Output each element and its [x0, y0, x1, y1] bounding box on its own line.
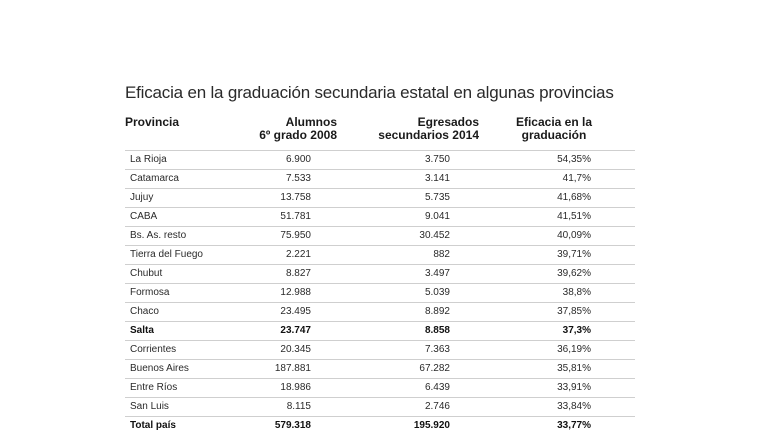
cell-egresados: 67.282 [345, 359, 487, 379]
cell-eficacia: 41,7% [487, 169, 635, 189]
cell-alumnos: 18.986 [235, 378, 345, 398]
cell-alumnos: 2.221 [235, 245, 345, 265]
cell-provincia: Catamarca [125, 169, 235, 189]
cell-eficacia: 40,09% [487, 226, 635, 246]
header-alumnos-line1: Alumnos [285, 115, 337, 129]
cell-egresados: 8.892 [345, 302, 487, 322]
cell-provincia: San Luis [125, 397, 235, 417]
cell-eficacia: 41,68% [487, 188, 635, 208]
header-eficacia-line2: graduación [521, 128, 587, 142]
cell-alumnos: 23.747 [235, 321, 345, 341]
cell-provincia: La Rioja [125, 150, 235, 170]
cell-egresados: 8.858 [345, 321, 487, 341]
table-row: Chaco 23.495 8.892 37,85% [125, 302, 635, 322]
header-eficacia: Eficacia en la graduación [487, 116, 635, 151]
table-row: Buenos Aires 187.881 67.282 35,81% [125, 359, 635, 379]
cell-egresados: 5.735 [345, 188, 487, 208]
cell-eficacia: 33,91% [487, 378, 635, 398]
cell-provincia: Total país [130, 420, 176, 432]
header-alumnos: Alumnos 6º grado 2008 [235, 116, 345, 151]
table-row: Chubut 8.827 3.497 39,62% [125, 264, 635, 284]
cell-provincia: Chaco [125, 302, 235, 322]
cell-egresados: 30.452 [345, 226, 487, 246]
cell-egresados: 3.750 [345, 150, 487, 170]
cell-provincia: Buenos Aires [125, 359, 235, 379]
table-row: La Rioja 6.900 3.750 54,35% [125, 150, 635, 170]
cell-eficacia: 38,8% [487, 283, 635, 303]
cell-provincia: Formosa [125, 283, 235, 303]
cell-eficacia: 35,81% [487, 359, 635, 379]
cell-provincia: Entre Ríos [125, 378, 235, 398]
header-egresados-line1: Egresados [417, 115, 479, 129]
cell-provincia: Salta [125, 321, 235, 341]
cell-egresados: 882 [345, 245, 487, 265]
cell-egresados: 5.039 [345, 283, 487, 303]
header-egresados: Egresados secundarios 2014 [345, 116, 487, 151]
cell-egresados: 3.141 [345, 169, 487, 189]
cell-alumnos: 187.881 [235, 359, 345, 379]
table-row: Entre Ríos 18.986 6.439 33,91% [125, 378, 635, 398]
header-provincia: Provincia [125, 116, 235, 151]
cell-alumnos: 7.533 [235, 169, 345, 189]
table-row: San Luis 8.115 2.746 33,84% [125, 397, 635, 417]
cell-eficacia: 39,62% [487, 264, 635, 284]
table-row: Formosa 12.988 5.039 38,8% [125, 283, 635, 303]
table-row: CABA 51.781 9.041 41,51% [125, 207, 635, 227]
cell-eficacia: 54,35% [487, 150, 635, 170]
cell-eficacia: 36,19% [487, 340, 635, 360]
header-egresados-line2: secundarios 2014 [378, 128, 479, 142]
cell-eficacia: 37,85% [487, 302, 635, 322]
table-row: Salta 23.747 8.858 37,3% [125, 321, 635, 341]
cell-eficacia: 41,51% [487, 207, 635, 227]
cell-alumnos: 6.900 [235, 150, 345, 170]
cell-alumnos: 579.318 [274, 420, 311, 432]
table-total-row: Total país 579.318 195.920 33,77% [125, 417, 635, 432]
cell-provincia: Jujuy [125, 188, 235, 208]
cell-provincia: Chubut [125, 264, 235, 284]
cell-egresados: 3.497 [345, 264, 487, 284]
table-row: Jujuy 13.758 5.735 41,68% [125, 188, 635, 208]
header-eficacia-line1: Eficacia en la [515, 115, 593, 129]
table-title: Eficacia en la graduación secundaria est… [125, 83, 614, 102]
graduation-table: Provincia Alumnos 6º grado 2008 Egresados… [125, 116, 635, 432]
cell-eficacia: 33,77% [557, 420, 591, 432]
cell-egresados: 6.439 [345, 378, 487, 398]
cell-alumnos: 8.827 [235, 264, 345, 284]
cell-alumnos: 13.758 [235, 188, 345, 208]
cell-eficacia: 33,84% [487, 397, 635, 417]
cell-alumnos: 8.115 [235, 397, 345, 417]
cell-provincia: CABA [125, 207, 235, 227]
cell-alumnos: 20.345 [235, 340, 345, 360]
cell-provincia: Corrientes [125, 340, 235, 360]
cell-provincia: Bs. As. resto [125, 226, 235, 246]
header-alumnos-line2: 6º grado 2008 [259, 128, 337, 142]
header-row: Provincia Alumnos 6º grado 2008 Egresados… [125, 116, 635, 151]
table-header: Provincia Alumnos 6º grado 2008 Egresados… [125, 116, 635, 151]
cell-egresados: 9.041 [345, 207, 487, 227]
cell-alumnos: 75.950 [235, 226, 345, 246]
cell-egresados: 7.363 [345, 340, 487, 360]
table-body: La Rioja 6.900 3.750 54,35% Catamarca 7.533 3.… [125, 150, 635, 432]
cell-eficacia: 37,3% [487, 321, 635, 341]
table-row: Tierra del Fuego 2.221 882 39,71% [125, 245, 635, 265]
cell-egresados: 2.746 [345, 397, 487, 417]
cell-egresados: 195.920 [413, 420, 450, 432]
cell-alumnos: 51.781 [235, 207, 345, 227]
table-row: Bs. As. resto 75.950 30.452 40,09% [125, 226, 635, 246]
cell-eficacia: 39,71% [487, 245, 635, 265]
table-row: Catamarca 7.533 3.141 41,7% [125, 169, 635, 189]
header-provincia-label: Provincia [125, 115, 180, 129]
table-row: Corrientes 20.345 7.363 36,19% [125, 340, 635, 360]
cell-provincia: Tierra del Fuego [125, 245, 235, 265]
cell-alumnos: 23.495 [235, 302, 345, 322]
cell-alumnos: 12.988 [235, 283, 345, 303]
